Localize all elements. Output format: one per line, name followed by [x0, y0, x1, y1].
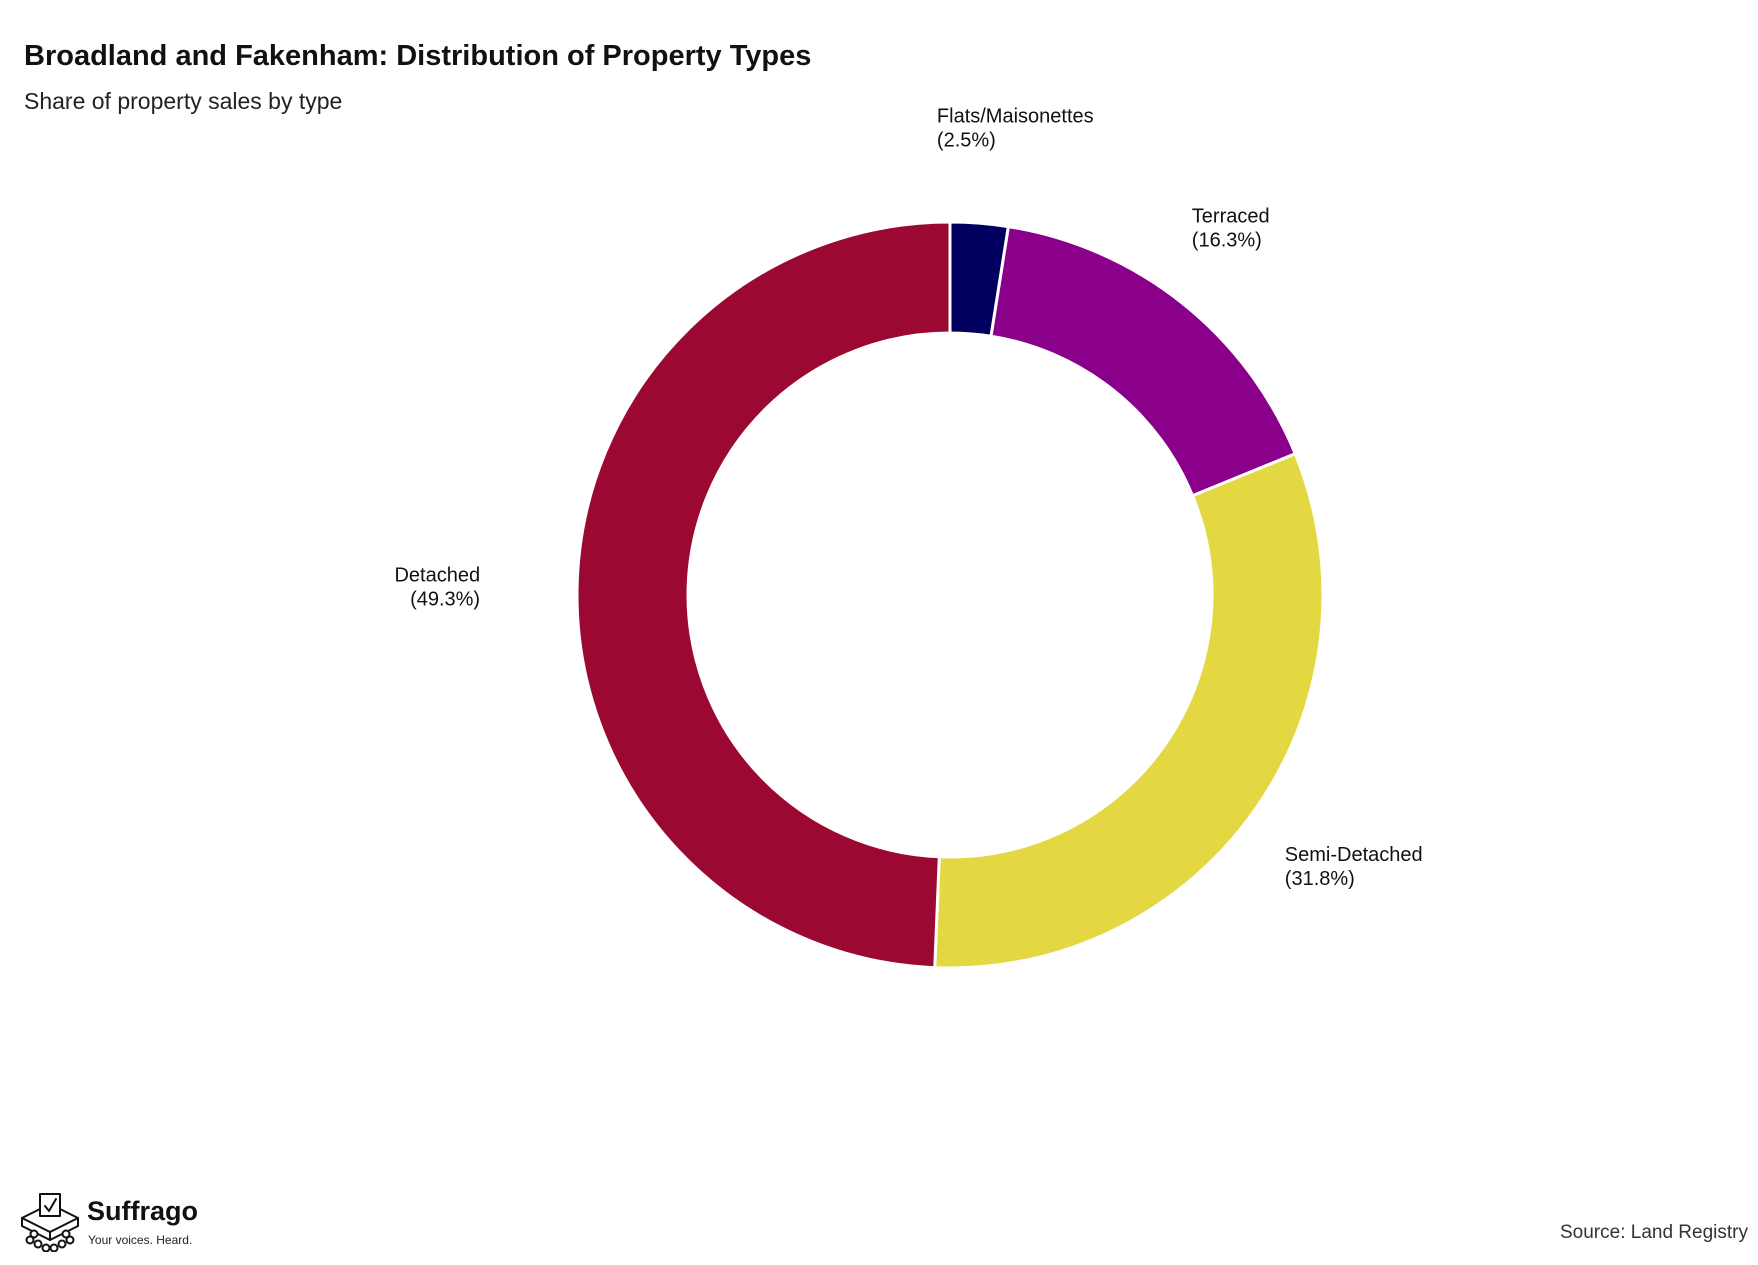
slice-value-label-detached: (49.3%) [410, 588, 480, 610]
slice-terraced [989, 224, 1298, 498]
source-note: Source: Land Registry [1560, 1222, 1748, 1243]
slice-label-flats-maisonettes: Flats/Maisonettes [937, 105, 1094, 127]
slice-label-terraced: Terraced [1192, 206, 1270, 228]
slice-value-label-terraced: (16.3%) [1192, 230, 1262, 252]
ballot-box-icon [21, 1193, 79, 1252]
slice-semi-detached [933, 451, 1325, 970]
slice-value-label-semi-detached: (31.8%) [1285, 868, 1355, 890]
slice-labels: Flats/Maisonettes(2.5%) Terraced(16.3%) Se… [394, 105, 1422, 889]
chart-subtitle: Share of property sales by type [24, 88, 343, 114]
slice-value-label-flats-maisonettes: (2.5%) [937, 129, 996, 151]
brand-logo: Suffrago Your voices. Heard. [16, 1192, 206, 1254]
slice-label-detached: Detached [394, 564, 480, 586]
slice-detached [575, 220, 952, 970]
brand-name: Suffrago [87, 1196, 198, 1226]
chart-title: Broadland and Fakenham: Distribution of … [24, 40, 812, 72]
donut-slices [575, 220, 1325, 970]
slice-label-semi-detached: Semi-Detached [1285, 844, 1423, 866]
brand-tagline: Your voices. Heard. [88, 1233, 193, 1247]
